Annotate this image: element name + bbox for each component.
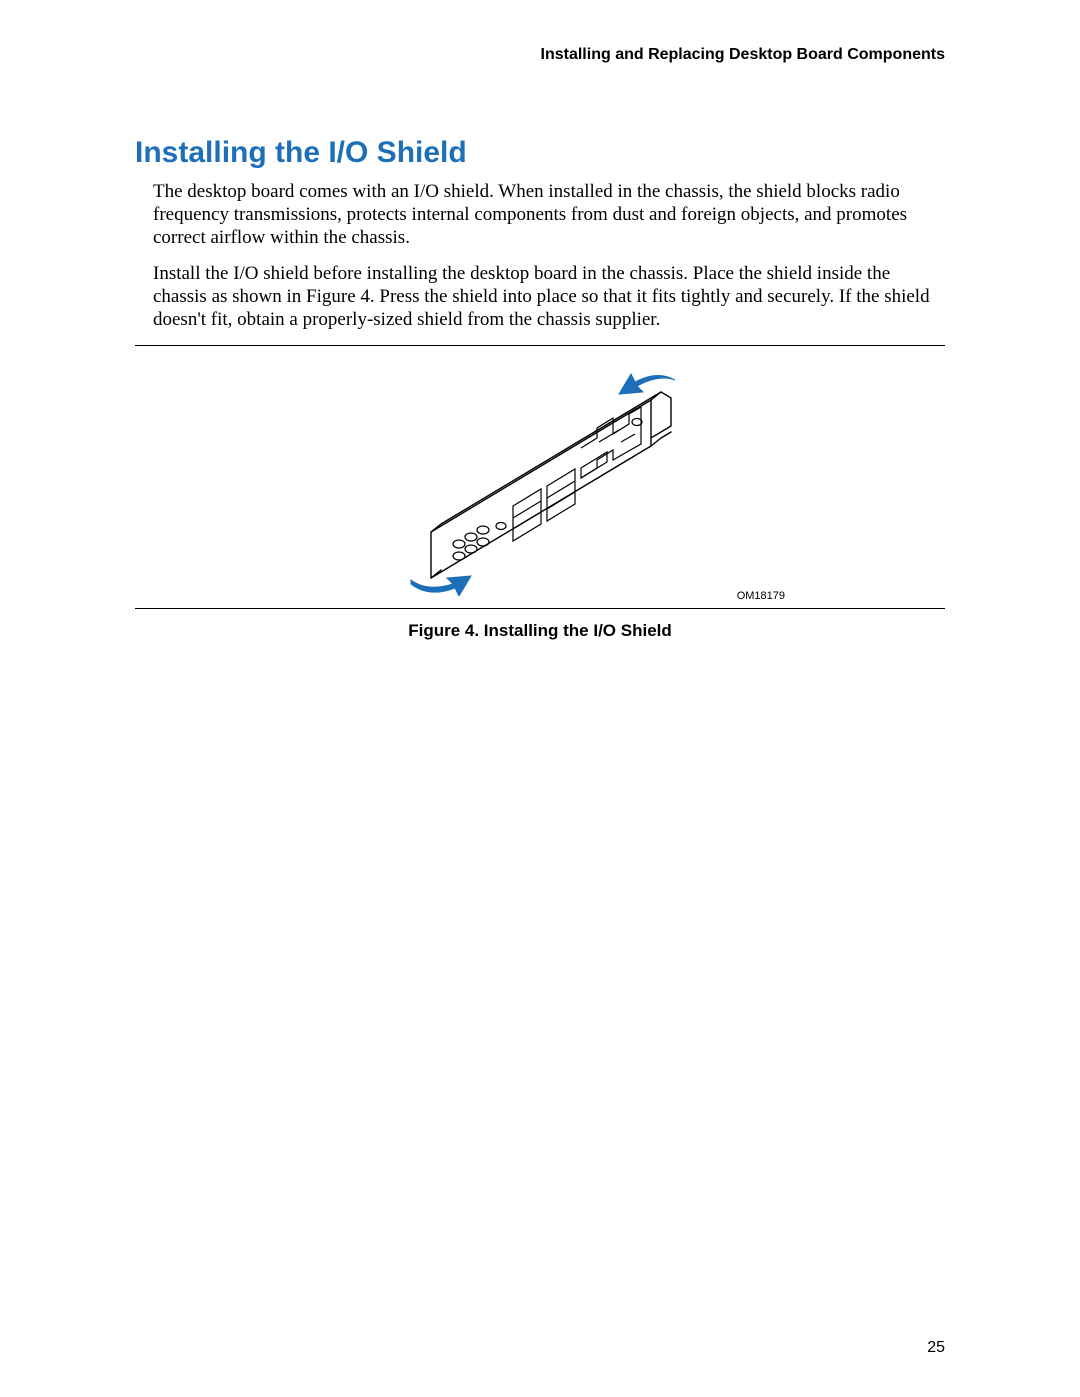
document-page: Installing and Replacing Desktop Board C…: [0, 0, 1080, 1397]
figure-caption: Figure 4. Installing the I/O Shield: [135, 621, 945, 641]
io-shield-illustration: [375, 356, 705, 596]
running-header: Installing and Replacing Desktop Board C…: [135, 46, 945, 64]
section-heading: Installing the I/O Shield: [135, 136, 945, 170]
page-number: 25: [927, 1339, 945, 1357]
figure-block: OM18179: [135, 345, 945, 609]
body-paragraph-2: Install the I/O shield before installing…: [135, 262, 945, 332]
body-paragraph-1: The desktop board comes with an I/O shie…: [135, 180, 945, 250]
figure-diagram: [135, 356, 945, 596]
